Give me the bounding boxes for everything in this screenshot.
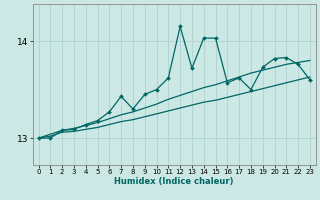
X-axis label: Humidex (Indice chaleur): Humidex (Indice chaleur) — [115, 177, 234, 186]
